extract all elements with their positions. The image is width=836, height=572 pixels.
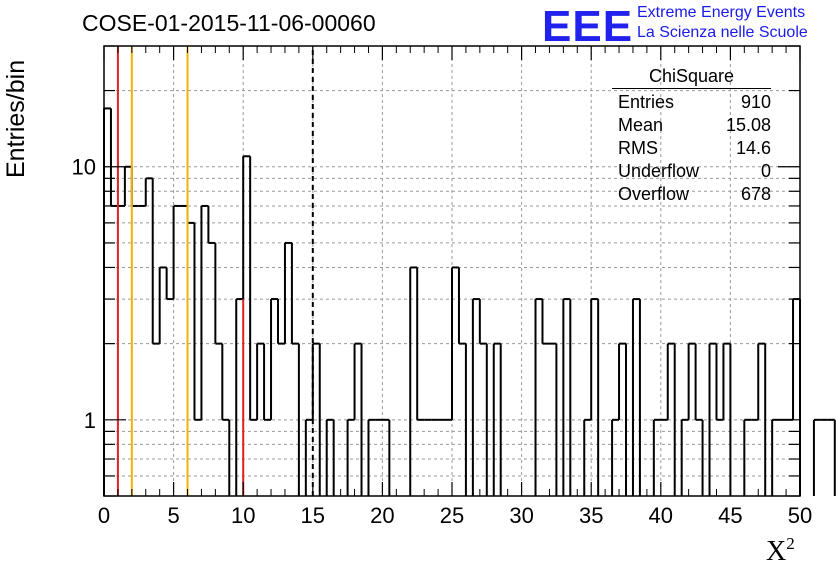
stats-row-mean: Mean 15.08: [612, 114, 777, 137]
x-tick-label: 15: [301, 503, 325, 528]
stats-value: 678: [740, 184, 771, 204]
stats-value: 0: [760, 161, 771, 181]
x-tick-label: 5: [167, 503, 179, 528]
x-axis-label-sup: 2: [786, 534, 795, 553]
stats-label: Overflow: [618, 184, 690, 204]
logo-line-2: La Scienza nelle Scuole: [637, 24, 808, 41]
stats-row-entries: Entries 910: [612, 91, 777, 114]
stats-row-rms: RMS 14.6: [612, 137, 777, 160]
stats-row-overflow: Overflow 678: [612, 183, 777, 206]
stats-row-underflow: Underflow 0: [612, 160, 777, 183]
stats-box-title: ChiSquare: [612, 66, 771, 89]
x-tick-label: 25: [440, 503, 464, 528]
logo-caption: Extreme Energy Events La Scienza nelle S…: [637, 3, 808, 43]
stats-value: 14.6: [735, 138, 771, 158]
stats-label: Entries: [618, 92, 675, 112]
stats-label: Mean: [618, 115, 664, 135]
x-tick-label: 20: [370, 503, 394, 528]
x-tick-label: 50: [788, 503, 812, 528]
marker-lines: [116, 46, 314, 496]
stats-value: 15.08: [725, 115, 771, 135]
x-tick-label: 10: [231, 503, 255, 528]
chart-title: COSE-01-2015-11-06-00060: [82, 10, 376, 36]
stats-label: Underflow: [618, 161, 700, 181]
x-tick-label: 40: [649, 503, 673, 528]
y-tick-label: 1: [84, 408, 96, 433]
axes: [103, 45, 801, 497]
x-tick-label: 35: [579, 503, 603, 528]
x-tick-label: 45: [718, 503, 742, 528]
x-axis-label-main: X: [766, 536, 787, 567]
y-tick-label: 10: [72, 155, 96, 180]
y-axis-label: Entries/bin: [2, 59, 30, 178]
stats-value: 910: [740, 92, 771, 112]
logo-line-1: Extreme Energy Events: [637, 4, 806, 21]
stats-box: ChiSquare Entries 910 Mean 15.08 RMS 14.6 U…: [612, 66, 777, 206]
x-tick-label: 30: [509, 503, 533, 528]
tick-labels: 0 5 10 15 20 25 30 35 40 45 50 1 10: [72, 155, 813, 528]
stats-label: RMS: [618, 138, 658, 158]
x-tick-label: 0: [98, 503, 110, 528]
eee-logo: EEE: [542, 2, 634, 51]
x-axis-label: X2: [766, 534, 795, 568]
